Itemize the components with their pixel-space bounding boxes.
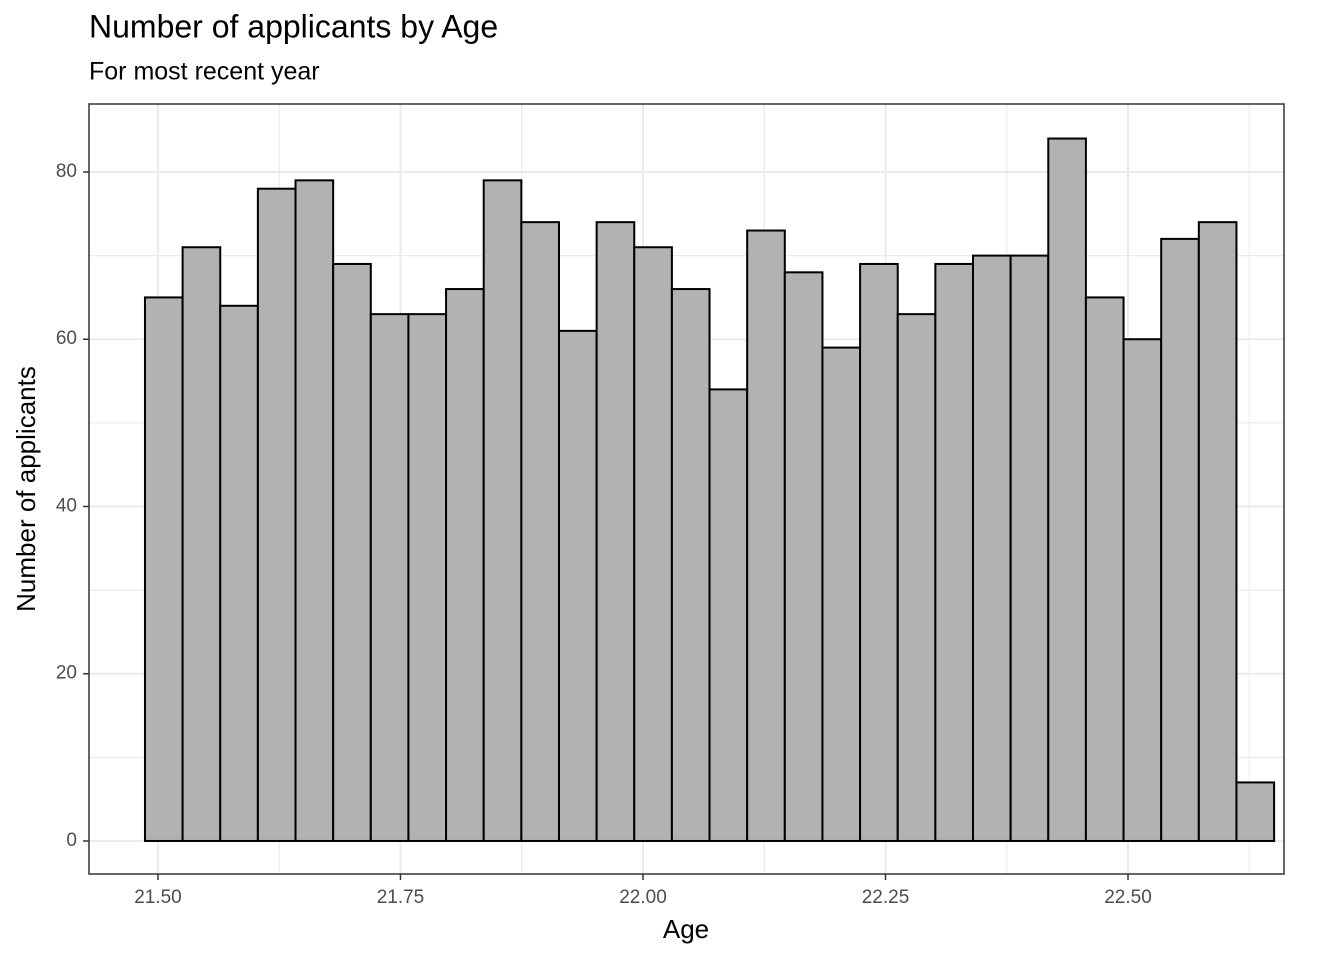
y-tick-label: 60 (56, 328, 77, 349)
bar (633, 246, 673, 842)
bar (1047, 137, 1087, 842)
bar (407, 313, 448, 842)
bar (1197, 221, 1238, 842)
bar (783, 271, 824, 842)
y-tick-label: 40 (56, 495, 77, 516)
bar (1160, 237, 1200, 842)
bar (520, 221, 560, 842)
bar (143, 296, 184, 842)
bar (445, 288, 485, 842)
x-tick-label: 21.50 (134, 887, 182, 908)
bar (1235, 781, 1276, 842)
bar (181, 246, 222, 842)
panel-border (88, 103, 1285, 875)
y-tick-label: 80 (56, 161, 77, 182)
bar (557, 329, 598, 842)
x-tick-label: 21.75 (377, 887, 425, 908)
bar (746, 229, 786, 842)
x-axis-title: Age (663, 914, 709, 944)
y-tick-label: 0 (66, 830, 77, 851)
bar (896, 313, 937, 842)
bar (670, 288, 711, 842)
bar (595, 221, 636, 842)
bar (219, 304, 259, 842)
bar (708, 388, 749, 842)
bar (482, 179, 523, 842)
y-tick-label: 20 (56, 663, 77, 684)
bar (972, 254, 1012, 842)
bar (1084, 296, 1125, 842)
x-tick-label: 22.00 (619, 887, 667, 908)
bar (332, 262, 372, 842)
bar (859, 262, 899, 842)
bar (294, 179, 335, 842)
bar (369, 313, 410, 842)
bar (821, 346, 862, 842)
bar (1122, 338, 1163, 842)
x-tick-label: 22.50 (1104, 887, 1152, 908)
y-axis-title: Number of applicants (11, 366, 41, 612)
bar (1009, 254, 1050, 842)
x-tick-label: 22.25 (862, 887, 910, 908)
chart-subtitle: For most recent year (89, 58, 320, 86)
chart-title: Number of applicants by Age (89, 8, 498, 44)
bar (256, 187, 297, 842)
bar (934, 262, 975, 842)
